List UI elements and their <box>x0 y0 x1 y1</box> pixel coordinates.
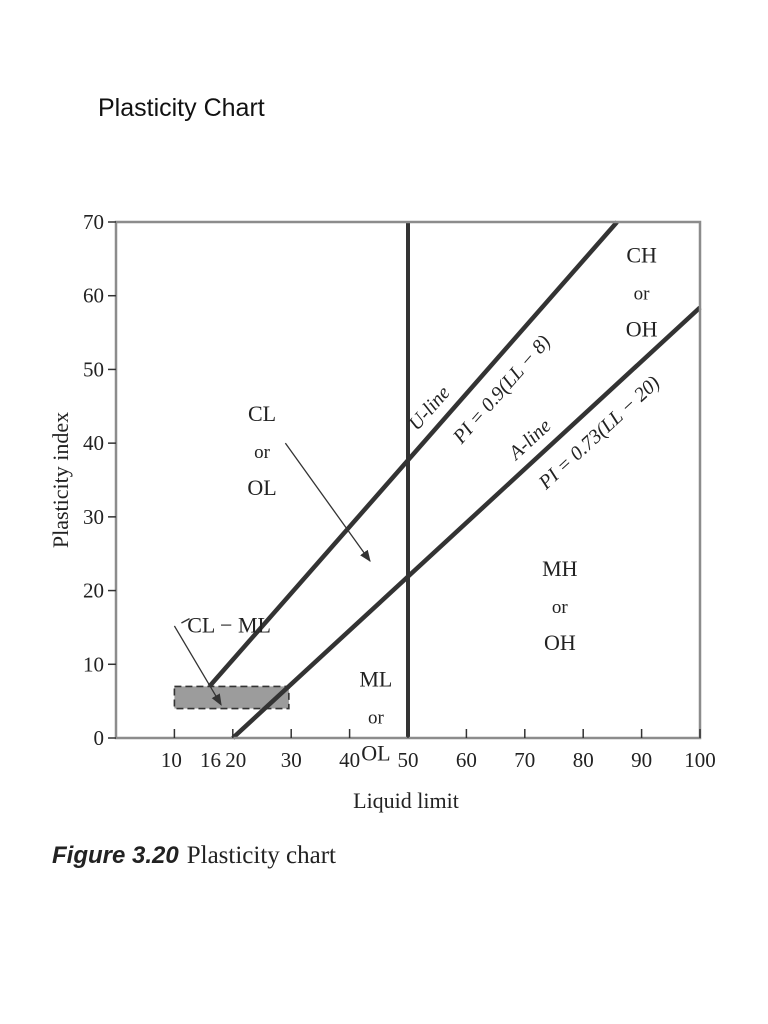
x-tick-label: 40 <box>339 748 360 772</box>
zone-label-cl-ol: or <box>254 442 271 463</box>
caption-text: Plasticity chart <box>186 842 336 869</box>
x-tick-label: 60 <box>456 748 477 772</box>
x-tick-label: 20 <box>225 748 246 772</box>
y-tick-label: 10 <box>83 652 104 676</box>
cl-ml-label-stub <box>181 617 190 624</box>
x-tick-label: 10 <box>161 748 182 772</box>
caption-number: Figure 3.20 <box>52 842 179 869</box>
zone-label-mh-oh: MH <box>542 556 578 581</box>
x-axis-label: Liquid limit <box>353 788 459 813</box>
x-tick-label: 16 <box>200 748 221 772</box>
zone-label-ch-oh: or <box>634 284 651 305</box>
zone-label-cl-ol: OL <box>247 475 276 500</box>
x-tick-label: 30 <box>281 748 302 772</box>
x-tick-label: 70 <box>514 748 535 772</box>
cl-ol-arrow <box>284 442 371 563</box>
zone-label-mh-oh: or <box>552 597 569 618</box>
y-tick-label: 50 <box>83 357 104 381</box>
x-tick-label: 50 <box>398 748 419 772</box>
y-tick-label: 30 <box>83 505 104 529</box>
figure-caption: Figure 3.20 Plasticity chart <box>52 842 336 870</box>
zone-label-ch-oh: CH <box>626 243 657 268</box>
cl-ml-zone <box>173 685 290 710</box>
cl-ml-arrow <box>173 625 222 706</box>
zone-label-ml-ol: OL <box>361 740 390 765</box>
cl-ml-zone-layer <box>173 685 290 710</box>
y-tick-label: 70 <box>83 210 104 234</box>
y-axis-label: Plasticity index <box>48 412 73 548</box>
a-line-name: A-line <box>503 415 555 466</box>
x-tick-label: 100 <box>684 748 716 772</box>
u-line-name: U-line <box>404 382 454 435</box>
zone-label-ml-ol: or <box>368 707 385 728</box>
zone-label-ch-oh: OH <box>626 317 658 342</box>
a-line <box>231 305 702 740</box>
zone-label-cl-ol: CL <box>248 401 276 426</box>
y-tick-label: 0 <box>94 726 105 750</box>
zone-label-mh-oh: OH <box>544 630 576 655</box>
u-line <box>207 220 619 688</box>
y-tick-label: 40 <box>83 431 104 455</box>
x-tick-label: 90 <box>631 748 652 772</box>
axes-layer <box>108 220 702 740</box>
page-title: Plasticity Chart <box>98 94 265 122</box>
a-line-equation: PI = 0.73(LL − 20) <box>534 372 665 495</box>
chart-lines-layer <box>173 220 702 740</box>
y-tick-label: 60 <box>83 284 104 308</box>
y-tick-label: 20 <box>83 579 104 603</box>
cl-ml-label: CL − ML <box>187 612 271 637</box>
x-tick-label: 80 <box>573 748 594 772</box>
zone-label-ml-ol: ML <box>359 666 392 691</box>
